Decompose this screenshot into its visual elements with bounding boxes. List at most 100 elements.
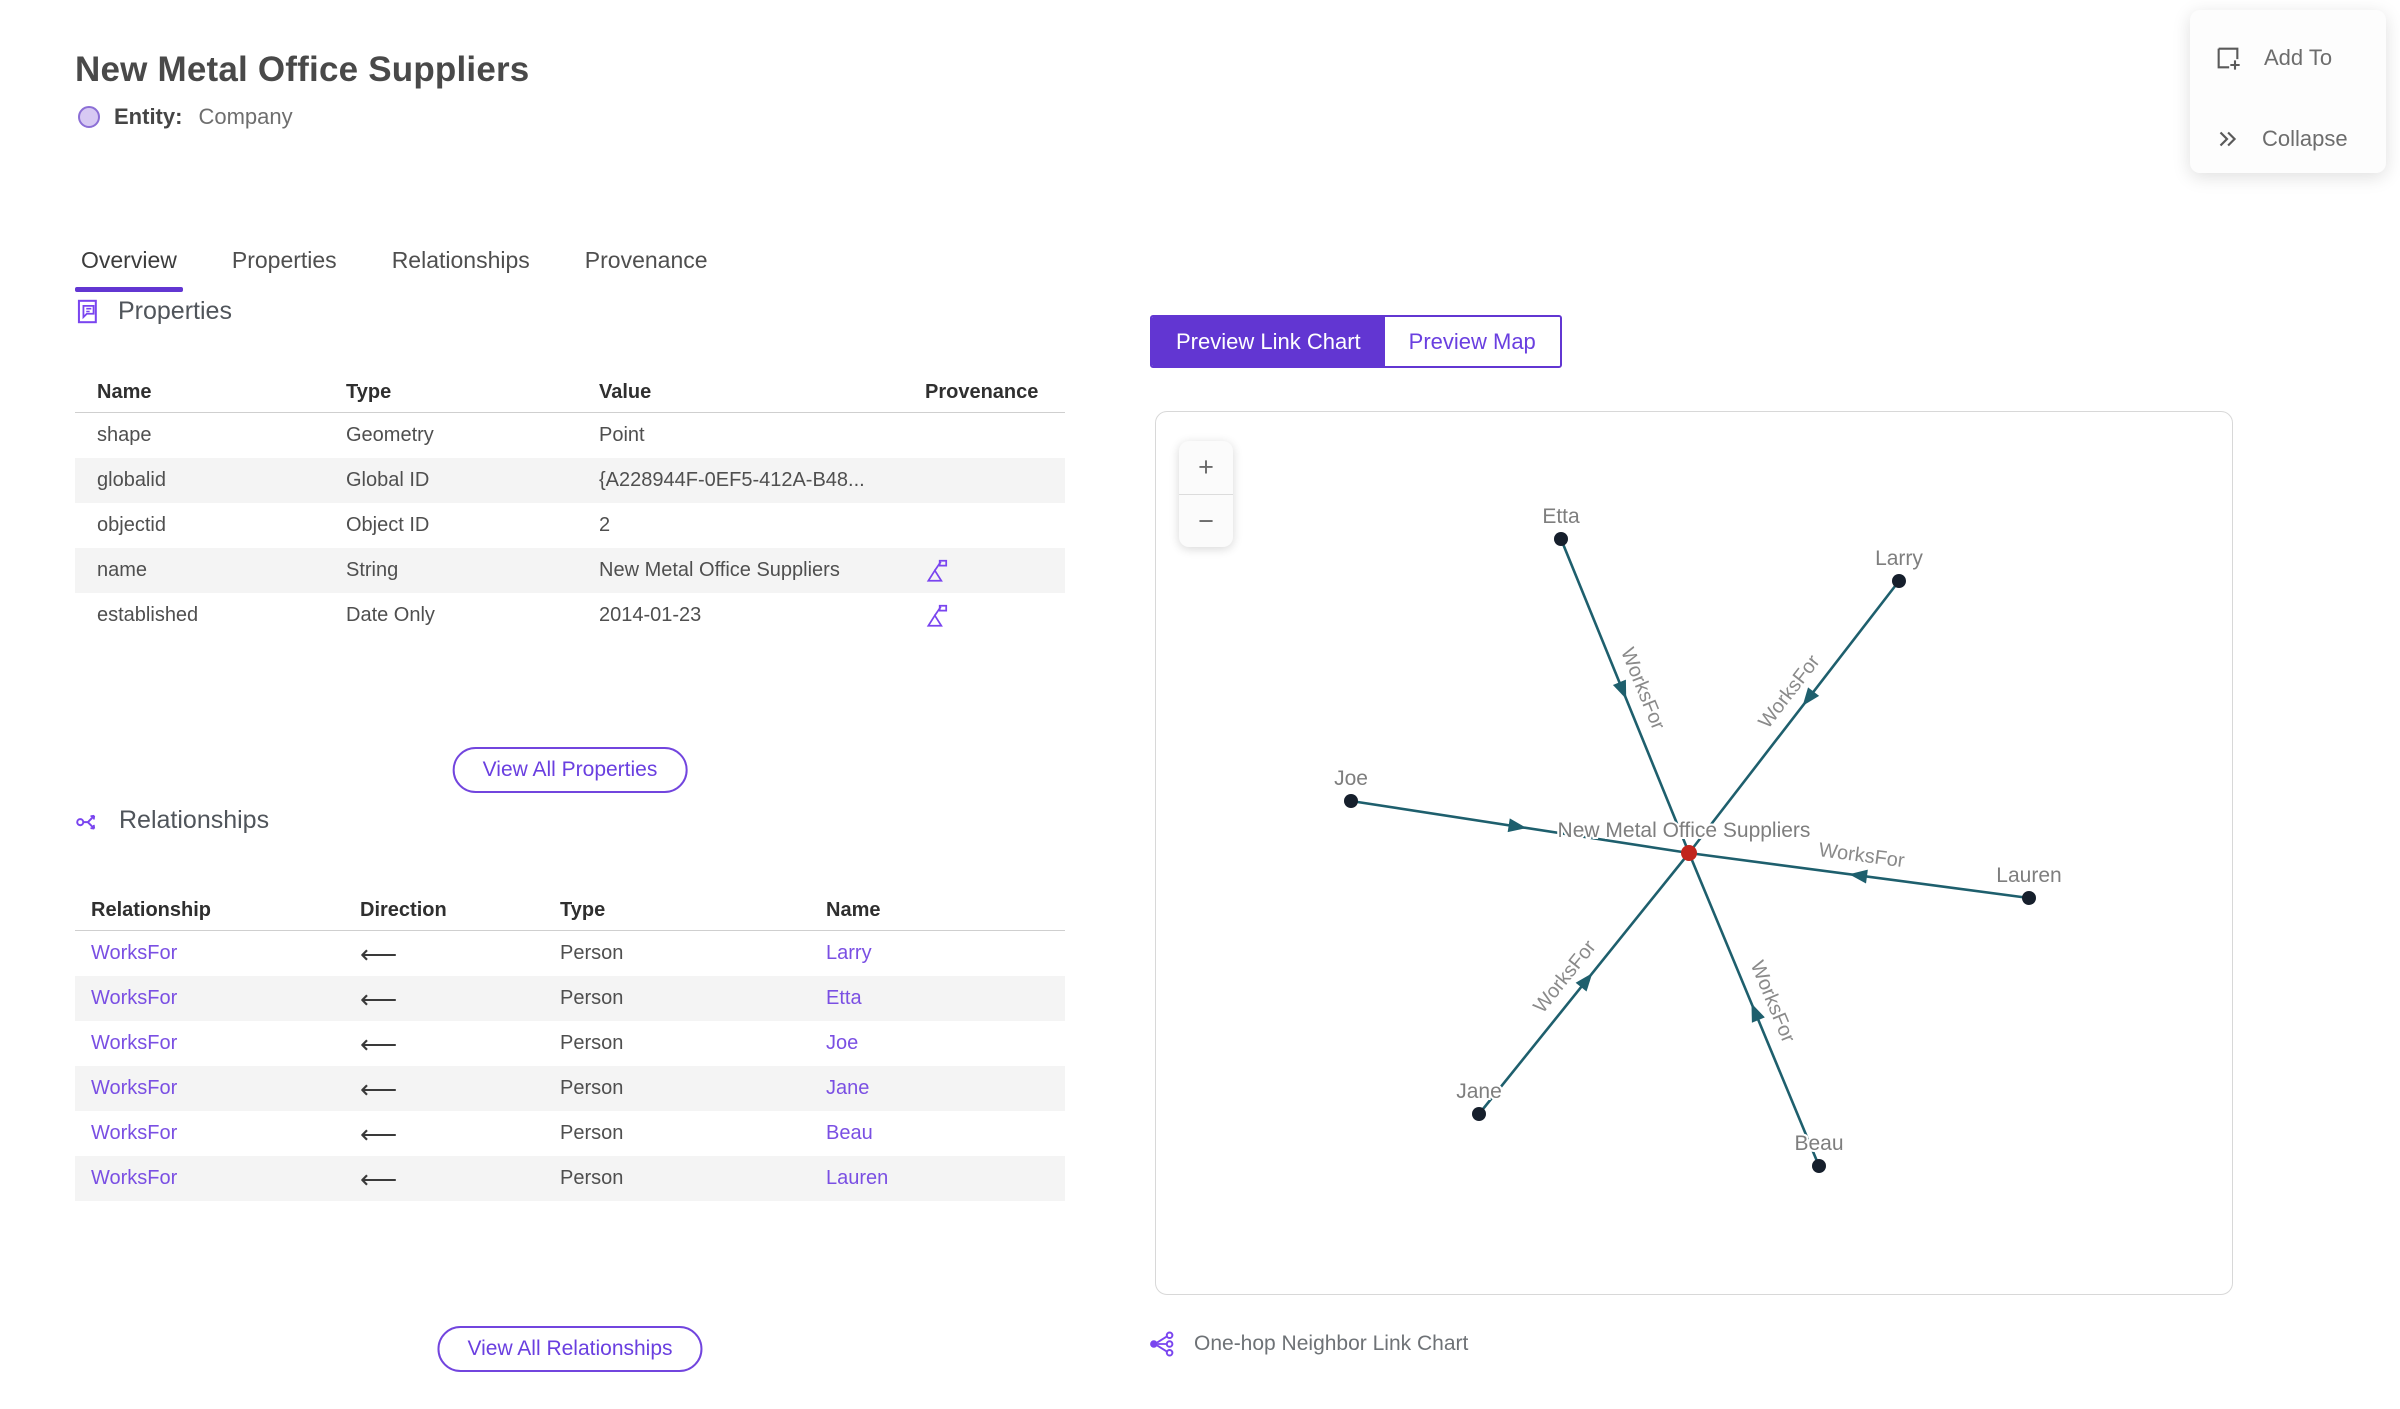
table-row: WorksFor ⟵ Person Jane <box>75 1066 1065 1111</box>
view-all-properties-button[interactable]: View All Properties <box>452 747 688 793</box>
provenance-flag-icon <box>926 559 948 582</box>
node-etta[interactable] <box>1554 532 1568 546</box>
one-hop-icon <box>1150 1331 1174 1357</box>
table-row: WorksFor ⟵ Person Beau <box>75 1111 1065 1156</box>
relationship-link[interactable]: WorksFor <box>91 1077 178 1099</box>
view-all-relationships-button[interactable]: View All Relationships <box>437 1326 703 1372</box>
node-jane[interactable] <box>1472 1107 1486 1121</box>
cell-type: Geometry <box>346 424 434 446</box>
relationships-section-title: Relationships <box>119 806 270 834</box>
cell-name: established <box>97 604 199 626</box>
column-header-provenance: Provenance <box>925 380 1039 403</box>
tab-relationships[interactable]: Relationships <box>391 247 530 273</box>
page-comment-icon <box>77 299 97 324</box>
tab-overview[interactable]: Overview <box>75 243 183 292</box>
link-chart-panel: WorksFor WorksFor WorksFor WorksFor WorksFor… <box>1155 411 2233 1295</box>
edge-arrowhead <box>1575 973 1593 992</box>
column-header-value: Value <box>599 380 652 403</box>
node-label-company: New Metal Office Suppliers <box>1558 819 1811 842</box>
cell-type: Person <box>560 987 624 1009</box>
relationships-section-header: Relationships <box>75 806 269 835</box>
node-label-etta: Etta <box>1542 505 1580 528</box>
column-header-type: Type <box>560 898 606 921</box>
cell-name: name <box>97 559 148 581</box>
zoom-in-button[interactable]: + <box>1179 441 1233 494</box>
edge-arrowhead <box>1802 687 1820 706</box>
relationship-link[interactable]: WorksFor <box>91 1122 178 1144</box>
chart-caption: One-hop Neighbor Link Chart <box>1148 1330 1468 1358</box>
toggle-preview-link-chart[interactable]: Preview Link Chart <box>1152 317 1385 366</box>
column-header-type: Type <box>346 380 392 403</box>
column-header-name: Name <box>97 380 152 403</box>
relationship-link[interactable]: WorksFor <box>91 1167 178 1189</box>
page-title: New Metal Office Suppliers <box>75 50 530 89</box>
relationship-link[interactable]: WorksFor <box>91 1032 178 1054</box>
table-row: name String New Metal Office Suppliers <box>75 548 1065 593</box>
relationships-table: Relationship Direction Type Name WorksFor ⟵ P… <box>75 890 1065 1201</box>
cell-value: New Metal Office Suppliers <box>599 559 840 581</box>
cell-type: Object ID <box>346 514 430 536</box>
node-label-joe: Joe <box>1334 767 1368 790</box>
properties-table-body: shape Geometry Point globalid Global ID {A228… <box>75 413 1065 638</box>
direction-arrow: ⟵ <box>360 983 398 1014</box>
tab-provenance[interactable]: Provenance <box>584 247 708 273</box>
cell-type: Person <box>560 1167 624 1189</box>
properties-section-header: Properties <box>75 297 232 326</box>
entity-name-link[interactable]: Etta <box>826 987 862 1009</box>
table-row: WorksFor ⟵ Person Joe <box>75 1021 1065 1066</box>
cell-value: Point <box>599 424 645 446</box>
double-chevron-right-icon <box>2219 131 2237 147</box>
zoom-divider <box>1179 494 1233 495</box>
table-row: WorksFor ⟵ Person Lauren <box>75 1156 1065 1201</box>
direction-arrow: ⟵ <box>360 1118 398 1149</box>
collapse-button[interactable]: Collapse <box>2214 126 2348 152</box>
node-label-beau: Beau <box>1794 1132 1843 1155</box>
properties-table-header: Name Type Value Provenance <box>75 372 1065 413</box>
edge-arrowhead <box>1612 679 1627 699</box>
edge-label: WorksFor <box>1817 839 1906 872</box>
cell-type: Person <box>560 1077 624 1099</box>
entity-name-link[interactable]: Larry <box>826 942 872 964</box>
node-joe[interactable] <box>1344 794 1358 808</box>
tab-properties[interactable]: Properties <box>231 247 337 273</box>
cell-type: Person <box>560 1122 624 1144</box>
cell-provenance <box>925 603 1065 629</box>
entity-name-link[interactable]: Beau <box>826 1122 873 1144</box>
entity-name-link[interactable]: Joe <box>826 1032 859 1054</box>
provenance-flag-icon <box>926 604 948 627</box>
cell-provenance <box>925 558 1065 584</box>
node-larry[interactable] <box>1892 574 1906 588</box>
toggle-preview-map[interactable]: Preview Map <box>1384 317 1560 366</box>
entity-type-badge <box>78 106 100 128</box>
add-to-button[interactable]: Add To <box>2214 44 2332 72</box>
node-beau[interactable] <box>1812 1159 1826 1173</box>
chart-caption-label: One-hop Neighbor Link Chart <box>1194 1332 1469 1355</box>
relationships-table-header: Relationship Direction Type Name <box>75 890 1065 931</box>
table-row: globalid Global ID {A228944F-0EF5-412A-B48… <box>75 458 1065 503</box>
direction-arrow: ⟵ <box>360 938 398 969</box>
properties-section-title: Properties <box>118 297 232 325</box>
column-header-direction: Direction <box>360 898 447 921</box>
add-to-icon <box>2217 47 2240 70</box>
relationship-link[interactable]: WorksFor <box>91 942 178 964</box>
node-lauren[interactable] <box>2022 891 2036 905</box>
cell-type: String <box>346 559 399 581</box>
table-row: WorksFor ⟵ Person Larry <box>75 931 1065 976</box>
zoom-out-button[interactable]: − <box>1179 495 1233 547</box>
entity-name-link[interactable]: Lauren <box>826 1167 889 1189</box>
direction-arrow: ⟵ <box>360 1073 398 1104</box>
edge-larry-company[interactable] <box>1687 580 1901 854</box>
direction-arrow: ⟵ <box>360 1028 398 1059</box>
cell-value: {A228944F-0EF5-412A-B48... <box>599 469 865 491</box>
relationship-link[interactable]: WorksFor <box>91 987 178 1009</box>
edge-arrowhead <box>1849 869 1868 884</box>
entity-name-link[interactable]: Jane <box>826 1077 870 1099</box>
table-row: WorksFor ⟵ Person Etta <box>75 976 1065 1021</box>
node-label-larry: Larry <box>1875 547 1923 570</box>
zoom-controls: + − <box>1179 441 1233 547</box>
column-header-relationship: Relationship <box>91 898 212 921</box>
graph-icon <box>76 814 96 829</box>
node-company-center[interactable] <box>1681 845 1697 861</box>
cell-value: 2 <box>599 514 611 536</box>
